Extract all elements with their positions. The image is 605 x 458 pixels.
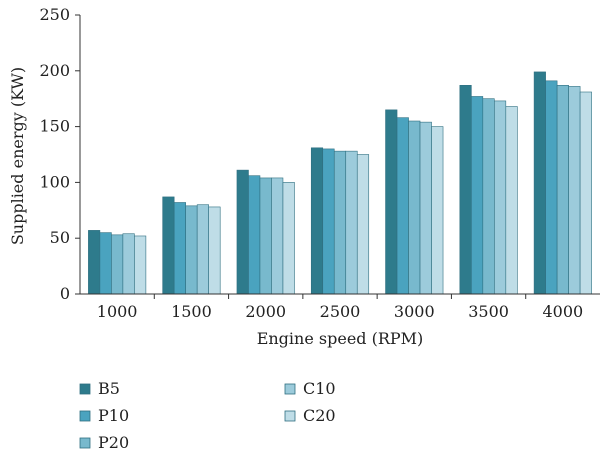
y-tick-label: 50 xyxy=(50,228,70,247)
x-tick-label: 2500 xyxy=(320,302,361,321)
legend-swatch-b5 xyxy=(79,383,91,395)
bar-p20-3500 xyxy=(482,98,495,295)
legend-label-b5: B5 xyxy=(98,379,120,398)
x-ticks: 1000 1500 2000 2500 3000 3500 4000 xyxy=(97,294,583,321)
bar-b5-3000 xyxy=(385,109,398,295)
x-tick-label: 1500 xyxy=(171,302,212,321)
bar-c20-3000 xyxy=(431,126,444,295)
x-tick-label: 3000 xyxy=(394,302,435,321)
bar-b5-2000 xyxy=(236,169,249,295)
bar-b5-1500 xyxy=(162,196,175,295)
legend-label-p20: P20 xyxy=(98,433,129,452)
bars-group xyxy=(88,71,592,295)
bar-c20-2500 xyxy=(356,154,370,295)
bar-p20-1000 xyxy=(111,234,124,295)
bar-p10-2500 xyxy=(322,148,335,295)
bar-c10-1500 xyxy=(196,204,209,295)
bar-p10-2000 xyxy=(248,175,261,295)
bar-p10-1000 xyxy=(99,232,112,295)
legend-swatch-c20 xyxy=(284,410,296,422)
y-tick-label: 150 xyxy=(39,117,70,136)
legend-label-c20: C20 xyxy=(303,406,336,425)
bar-c20-1000 xyxy=(134,235,147,295)
y-tick-label: 100 xyxy=(39,172,70,191)
legend-label-c10: C10 xyxy=(303,379,336,398)
bar-c20-1500 xyxy=(208,206,221,295)
bar-c10-4000 xyxy=(568,86,581,295)
bar-c20-2000 xyxy=(282,182,295,295)
bar-p10-3000 xyxy=(396,117,409,295)
bar-p20-3000 xyxy=(408,120,421,295)
bar-b5-4000 xyxy=(533,71,546,295)
bar-b5-2500 xyxy=(310,147,324,295)
y-tick-label: 250 xyxy=(39,5,70,24)
x-tick-label: 2000 xyxy=(245,302,286,321)
bar-c20-3500 xyxy=(505,106,518,295)
bar-c10-1000 xyxy=(122,233,135,295)
legend-swatch-p10 xyxy=(79,410,91,422)
bar-c10-2500 xyxy=(345,150,358,295)
bar-p20-2000 xyxy=(259,177,272,295)
x-axis-title: Engine speed (RPM) xyxy=(257,329,424,348)
bar-p10-1500 xyxy=(173,202,186,295)
bar-p20-1500 xyxy=(185,205,198,295)
bar-p20-2500 xyxy=(333,150,347,295)
bar-b5-1000 xyxy=(88,230,101,295)
bar-c10-3000 xyxy=(419,121,432,295)
bar-p10-4000 xyxy=(545,80,558,295)
y-tick-label: 0 xyxy=(60,284,70,303)
bar-p20-4000 xyxy=(556,85,569,295)
legend-label-p10: P10 xyxy=(98,406,129,425)
legend-swatch-p20 xyxy=(79,437,91,449)
legend-swatch-c10 xyxy=(284,383,296,395)
y-ticks: 0 50 100 150 200 250 xyxy=(39,5,80,303)
bar-c10-3500 xyxy=(494,100,507,295)
bar-b5-3500 xyxy=(459,85,472,295)
bar-c20-4000 xyxy=(579,91,592,295)
x-tick-label: 1000 xyxy=(97,302,138,321)
x-tick-label: 4000 xyxy=(543,302,584,321)
y-axis-title: Supplied energy (KW) xyxy=(8,67,27,245)
y-tick-label: 200 xyxy=(39,61,70,80)
legend: B5 P10 P20 C10 C20 xyxy=(79,379,336,452)
bar-p10-3500 xyxy=(471,96,484,295)
x-tick-label: 3500 xyxy=(468,302,509,321)
bar-c10-2000 xyxy=(271,177,284,295)
